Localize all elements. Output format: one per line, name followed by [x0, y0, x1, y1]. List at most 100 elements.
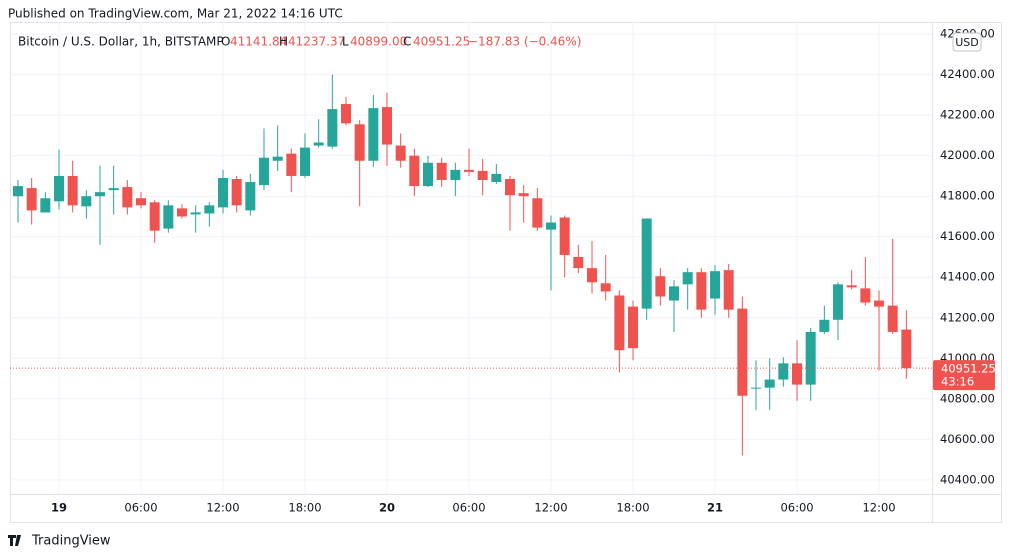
y-tick-label: 40600.00: [940, 432, 995, 446]
candle-body: [26, 188, 37, 211]
x-tick-label: 21: [707, 501, 723, 515]
y-tick-label: 42400.00: [940, 67, 995, 81]
candle-body: [682, 272, 693, 285]
x-tick-label: 12:00: [534, 501, 567, 515]
candle-body: [655, 276, 666, 297]
x-tick-label: 06:00: [780, 501, 813, 515]
candle-body: [136, 198, 147, 206]
candle-body: [190, 212, 201, 215]
candle-body: [149, 202, 160, 231]
candle-body: [819, 319, 830, 332]
candle-body: [737, 308, 748, 396]
candle-body: [860, 288, 871, 303]
ohlc-key: O: [221, 35, 230, 49]
price-tag-countdown: 43:16: [941, 375, 974, 389]
candle-body: [300, 147, 311, 176]
candle-body: [532, 198, 543, 228]
ohlc-value: 41237.37: [288, 35, 345, 49]
candle-body: [327, 109, 338, 147]
ohlc-key: L: [342, 35, 349, 49]
price-tag: [933, 360, 995, 391]
candle-body: [272, 156, 283, 161]
candle-body: [833, 284, 844, 320]
change: −187.83 (−0.46%): [468, 35, 581, 49]
grid: [10, 22, 932, 494]
x-tick-label: 18:00: [616, 501, 649, 515]
candle-body: [67, 175, 78, 206]
candle-body: [382, 107, 393, 145]
candle-body: [505, 178, 516, 196]
logo-icon: [8, 535, 21, 546]
candle-body: [491, 173, 502, 183]
y-tick-label: 41200.00: [940, 310, 995, 324]
candle-body: [108, 188, 119, 191]
candle-body: [573, 256, 584, 269]
candle-body: [641, 218, 652, 309]
candle-body: [231, 178, 242, 206]
y-tick-label: 40400.00: [940, 472, 995, 486]
candles: [10, 74, 932, 456]
x-tick-label: 18:00: [288, 501, 321, 515]
candle-body: [546, 222, 557, 230]
candle-body: [477, 170, 488, 181]
ohlc-value: 41141.84: [230, 35, 287, 49]
candle-body: [286, 153, 297, 176]
currency[interactable]: USD: [955, 36, 979, 49]
candle-body: [354, 124, 365, 161]
candle-body: [81, 196, 92, 207]
candle-body: [600, 283, 611, 292]
candle-body: [409, 155, 420, 187]
candle-body: [40, 198, 51, 213]
y-tick-label: 40800.00: [940, 391, 995, 405]
candle-body: [163, 205, 174, 229]
candle-body: [177, 208, 188, 217]
candle-body: [628, 306, 639, 349]
candle-body: [464, 169, 475, 172]
candle-body: [122, 187, 133, 208]
candle-body: [218, 177, 229, 208]
symbol: Bitcoin / U.S. Dollar, 1h, BITSTAMP: [18, 35, 224, 49]
x-tick-label: 19: [51, 501, 67, 515]
footer-logo: TradingView: [8, 534, 111, 549]
header: Bitcoin / U.S. Dollar, 1h, BITSTAMP O 41…: [18, 35, 581, 49]
candle-body: [423, 162, 434, 187]
candle-body: [778, 363, 789, 380]
x-tick-label: 20: [379, 501, 395, 515]
y-tick-label: 41400.00: [940, 270, 995, 284]
candle-body: [13, 186, 23, 197]
candle-body: [614, 295, 625, 351]
candle-body: [313, 142, 324, 146]
x-tick-label: 06:00: [452, 501, 485, 515]
candle-body: [436, 162, 447, 181]
ohlc-value: 40899.00: [350, 35, 407, 49]
candle-body: [805, 331, 816, 385]
x-tick-label: 12:00: [206, 501, 239, 515]
footer-brand: TradingView: [31, 534, 111, 549]
candle-body: [341, 104, 352, 124]
x-tick-label: 12:00: [862, 501, 895, 515]
y-tick-label: 42000.00: [940, 148, 995, 162]
candle-body: [204, 205, 215, 214]
published-note: Published on TradingView.com, Mar 21, 20…: [8, 7, 343, 21]
axes: 40400.0040600.0040800.0041000.0041200.00…: [51, 27, 996, 515]
currency-button[interactable]: [952, 32, 982, 52]
x-tick-label: 06:00: [124, 501, 157, 515]
candle-body: [764, 379, 775, 388]
chart-frame: [10, 22, 1002, 523]
candle-body: [95, 192, 106, 197]
candle-body: [450, 169, 461, 181]
candle-body: [259, 157, 270, 186]
ohlc-key: C: [403, 35, 411, 49]
candle-body: [559, 217, 570, 255]
candle-body: [710, 271, 721, 299]
candle-body: [587, 268, 598, 283]
y-tick-label: 41600.00: [940, 229, 995, 243]
candle-body: [245, 182, 256, 211]
y-tick-label: 41800.00: [940, 189, 995, 203]
ohlc-key: H: [279, 35, 288, 49]
candle-body: [887, 305, 898, 332]
candle-body: [518, 193, 529, 197]
price-tag-label: 40951.25: [941, 362, 996, 376]
